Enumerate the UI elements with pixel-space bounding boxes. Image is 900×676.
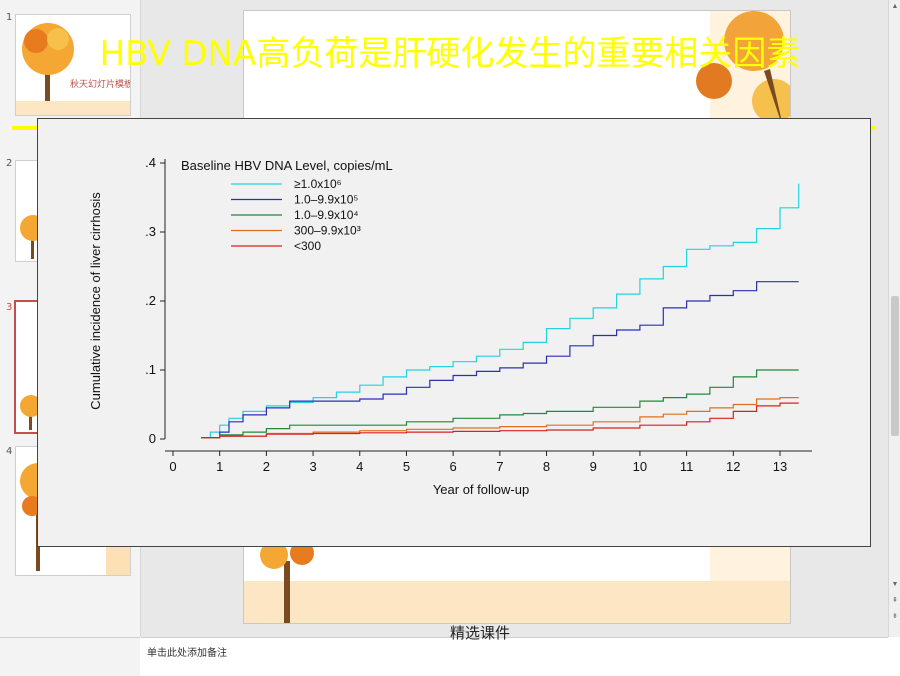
previous-slide-icon[interactable]: ⇞ <box>892 597 898 604</box>
x-tick-label: 12 <box>726 459 740 474</box>
x-tick-label: 1 <box>216 459 223 474</box>
autumn-tree-icon <box>22 23 74 111</box>
chart-image[interactable]: 0.1.2.3.4 0 1 2 3 4 5 6 7 8 9 10 11 12 13 Baseline HBV… <box>37 118 871 547</box>
slide-title[interactable]: HBV DNA高负荷是肝硬化发生的重要相关因素 <box>99 34 801 74</box>
notes-placeholder[interactable]: 单击此处添加备注 <box>147 648 227 659</box>
y-tick-label: .1 <box>145 362 156 377</box>
autumn-leaves-icon <box>696 11 790 131</box>
x-tick-label: 13 <box>773 459 787 474</box>
thumbnail-number: 2 <box>6 158 13 169</box>
x-tick-label: 0 <box>169 459 176 474</box>
x-tick-label: 10 <box>633 459 647 474</box>
scroll-up-icon[interactable]: ▲ <box>891 3 899 10</box>
legend-entry: ≥1.0x10⁶ <box>294 177 342 191</box>
x-tick-label: 8 <box>543 459 550 474</box>
y-axis-title: Cumulative incidence of liver cirrhosis <box>88 192 103 410</box>
chart-ticks: 0.1.2.3.40 1 2 3 4 5 6 7 8 9 10 11 12 13 <box>145 155 787 474</box>
legend-entry: <300 <box>294 239 321 253</box>
x-tick-label: 3 <box>309 459 316 474</box>
legend-entry: 1.0–9.9x10⁴ <box>294 208 359 222</box>
legend-entry: 1.0–9.9x10⁵ <box>294 193 358 207</box>
y-tick-label: .2 <box>145 293 156 308</box>
thumbnail-number: 3 <box>6 302 13 313</box>
thumbnail-pane-footer <box>0 637 140 676</box>
legend-entry: 300–9.9x10³ <box>294 224 361 238</box>
x-tick-label: 4 <box>356 459 363 474</box>
chart-legend: Baseline HBV DNA Level, copies/mL ≥1.0x10… <box>181 158 393 253</box>
next-slide-icon[interactable]: ⇟ <box>892 613 898 620</box>
thumbnail-number: 1 <box>6 12 13 23</box>
chart-axes <box>164 159 812 452</box>
slide-footer-text: 精选课件 <box>449 624 510 642</box>
slide-bottom-band <box>244 581 790 623</box>
x-tick-label: 11 <box>680 459 694 474</box>
series-line-2 <box>201 281 799 439</box>
scrollbar-thumb[interactable] <box>891 296 899 436</box>
x-tick-label: 7 <box>496 459 503 474</box>
series-line-4 <box>201 397 799 439</box>
x-tick-label: 6 <box>450 459 457 474</box>
scroll-down-icon[interactable]: ▼ <box>891 581 899 588</box>
legend-title: Baseline HBV DNA Level, copies/mL <box>181 158 393 173</box>
x-tick-label: 5 <box>403 459 410 474</box>
autumn-tree-icon <box>260 541 314 623</box>
y-tick-label: .4 <box>145 155 156 170</box>
y-tick-label: .3 <box>145 224 156 239</box>
chart-series <box>201 183 800 439</box>
x-tick-label: 2 <box>263 459 270 474</box>
autumn-tree-icon <box>20 395 42 430</box>
y-tick-label: 0 <box>149 431 156 446</box>
cirrhosis-chart: 0.1.2.3.40 1 2 3 4 5 6 7 8 9 10 11 12 13 Baseline HBV… <box>88 155 812 497</box>
thumbnail-number: 4 <box>6 446 13 457</box>
x-axis-title: Year of follow-up <box>433 482 529 497</box>
notes-pane[interactable]: 单击此处添加备注 <box>141 637 888 676</box>
series-line-5 <box>201 402 799 439</box>
series-line-3 <box>201 369 799 439</box>
x-tick-label: 9 <box>590 459 597 474</box>
thumbnail-title: 秋天幻灯片模板 <box>70 80 131 90</box>
vertical-scrollbar[interactable]: ▲ ▼ ⇞ ⇟ <box>888 0 900 637</box>
slide-thumbnail-1[interactable]: 秋天幻灯片模板 <box>15 14 131 116</box>
series-line-1 <box>201 183 800 439</box>
